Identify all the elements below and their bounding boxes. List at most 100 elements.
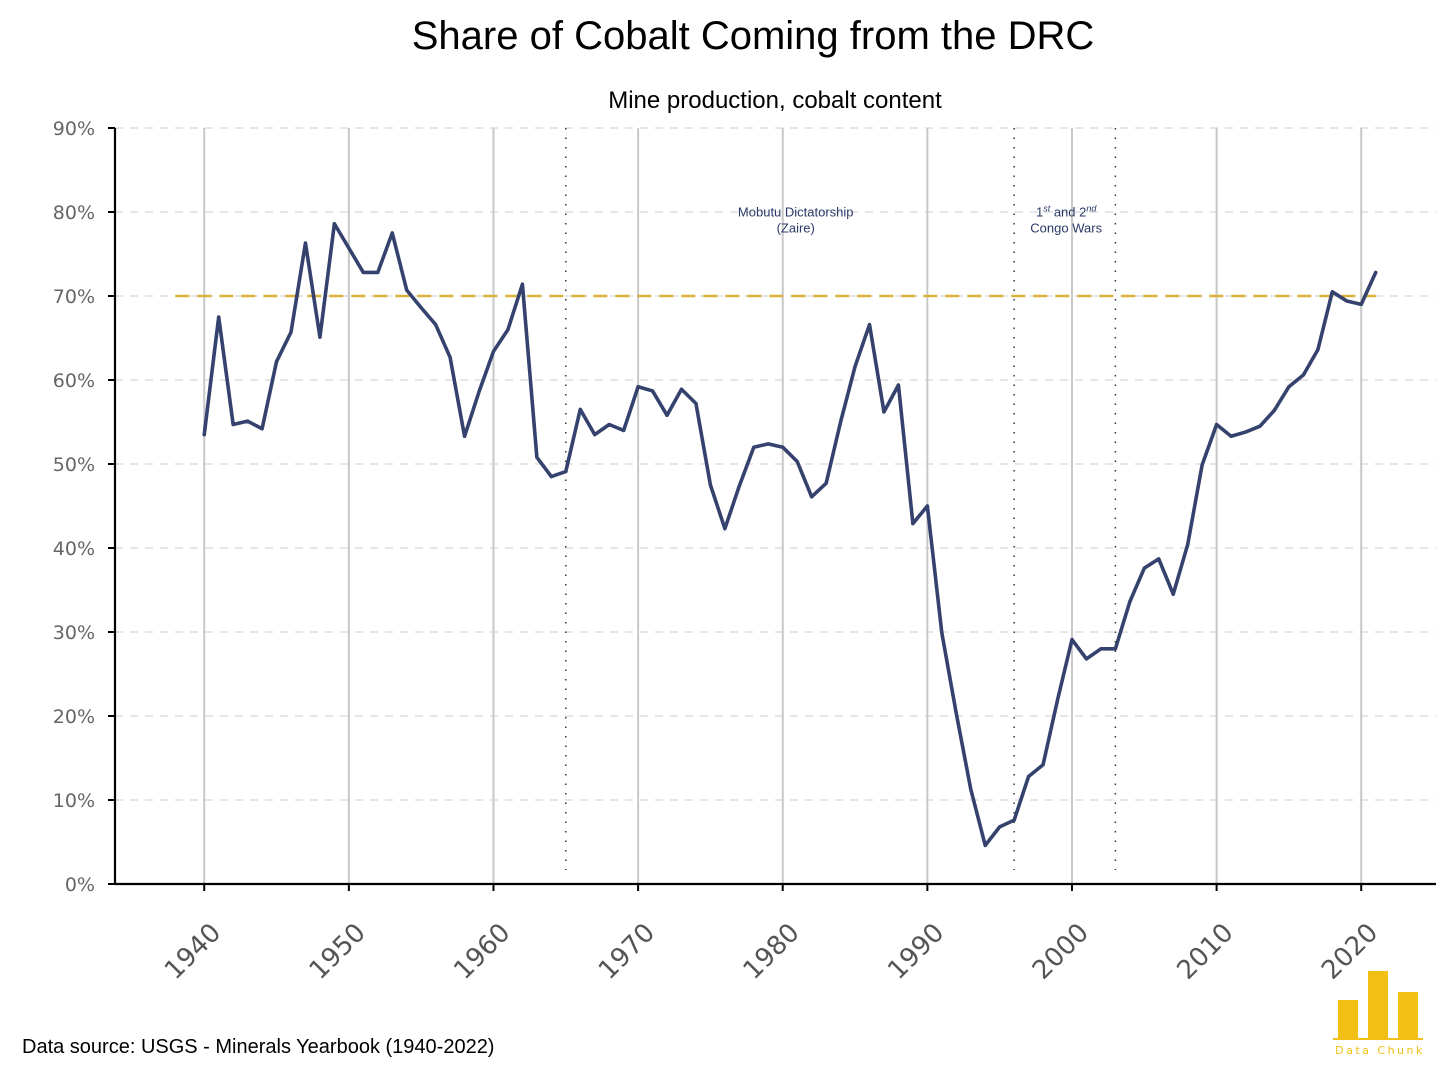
y-tick-label: 10% [53,790,95,812]
annotation-label: (Zaire) [777,220,815,235]
chart-title: Share of Cobalt Coming from the DRC [411,14,1095,58]
data-point [1215,422,1219,427]
logo-bar-1 [1338,1000,1358,1038]
axes-layer: 0% 10% 20% 30% 40% 50% 60% 70% 80% 90% 1940 1950 196… [53,118,1436,986]
data-point [1012,818,1016,822]
data-point [1142,566,1146,570]
data-point [622,428,626,432]
annotation-label: Mobutu Dictatorship [738,204,854,219]
data-point [462,434,467,438]
data-point [679,387,684,391]
data-point [332,222,336,226]
x-tick-label: 2010 [1172,918,1240,986]
data-point [231,422,235,427]
data-point [853,364,857,369]
data-point [1301,373,1305,377]
data-point [838,420,843,424]
y-tick-label: 50% [53,454,95,476]
logo-text: Data Chunk [1335,1044,1425,1057]
data-point [217,315,221,319]
data-point [795,459,799,464]
data-point [766,442,770,446]
data-point [1157,557,1161,561]
data-point [810,495,814,499]
y-tick-label: 70% [53,286,95,308]
x-tick-label: 1990 [882,918,950,986]
data-point [752,445,756,449]
data-point [1287,385,1291,389]
x-tick-label: 1980 [738,918,806,986]
data-point [607,422,611,427]
data-point [1070,637,1074,642]
data-point [896,383,901,387]
data-point [506,328,510,332]
data-point [781,445,785,449]
data-point [1272,408,1277,412]
x-tick-label: 1960 [448,918,516,986]
data-point [665,413,669,417]
x-tick-label: 1950 [304,918,372,986]
reference-layer [175,128,1376,870]
data-point [1084,657,1089,661]
data-point [867,322,872,327]
data-point [1055,698,1060,702]
data-point [303,241,308,245]
annotation-label: 1st and 2nd [1036,203,1097,219]
data-point [405,288,409,292]
chart-subtitle: Mine production, cobalt content [608,87,942,114]
data-point [274,359,279,364]
data-point [434,322,438,327]
x-tick-label: 1970 [593,918,661,986]
data-point [289,330,293,334]
data-point [564,469,568,474]
data-point [723,527,727,531]
data-point [1345,299,1349,303]
data-point [520,282,525,286]
series-line [202,221,1378,848]
data-point [911,522,915,526]
data-point [549,475,553,479]
data-point [1243,430,1248,434]
data-source-note: Data source: USGS - Minerals Yearbook (1… [22,1036,495,1058]
data-point [737,484,741,488]
data-point [246,419,250,423]
data-point [1359,302,1363,306]
data-point [1026,774,1031,779]
series-layer [202,221,1378,848]
y-tick-label: 80% [53,202,95,224]
data-point [376,270,380,275]
brand-logo: Data Chunk [1330,966,1426,1066]
data-point [202,433,206,437]
y-tick-label: 20% [53,706,95,728]
data-point [535,455,539,459]
data-point [1171,592,1175,596]
data-point [361,270,365,275]
data-point [969,787,973,791]
data-point [318,335,322,339]
data-point [954,711,958,716]
data-point [1186,543,1190,547]
data-point [1374,270,1378,275]
data-point [882,410,886,414]
grid-layer [115,127,1436,884]
data-point [940,631,944,635]
data-point [260,427,264,431]
data-point [650,389,655,393]
data-point [694,401,698,406]
data-point [578,407,582,411]
data-point [477,390,481,394]
data-point [1258,424,1262,428]
data-point [824,481,828,485]
data-point [1229,434,1233,438]
data-point [1113,647,1117,651]
annotation-layer: Mobutu Dictatorship(Zaire) 1st and 2ndCon… [738,203,1103,235]
x-tick-label: 2000 [1027,918,1095,986]
data-point [491,349,496,354]
data-point [1316,348,1320,352]
data-point [1041,763,1045,767]
x-tick-label: 1940 [159,918,227,986]
data-point [593,433,597,437]
data-point [708,483,713,487]
data-point [998,825,1002,829]
data-point [448,355,452,359]
